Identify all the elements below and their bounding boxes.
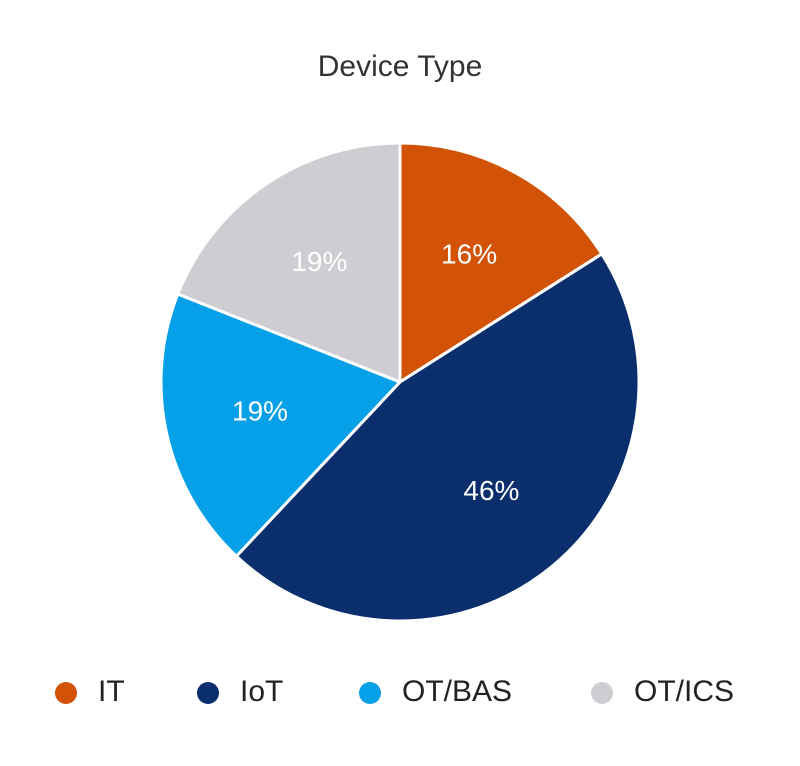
value-label: 16% (441, 239, 497, 270)
pie-slice (398, 141, 604, 384)
legend-label: OT/BAS (402, 675, 512, 708)
chart-title: Device Type (318, 50, 483, 83)
pie-slice (176, 141, 402, 384)
legend-marker (359, 682, 381, 704)
legend-label: OT/ICS (634, 675, 734, 708)
value-label: 46% (463, 475, 519, 506)
legend-marker (197, 682, 219, 704)
legend-label: IT (98, 675, 125, 708)
legend-marker (591, 682, 613, 704)
value-label: 19% (232, 396, 288, 427)
value-label: 19% (291, 246, 347, 277)
legend-marker (55, 682, 77, 704)
legend-label: IoT (240, 675, 283, 708)
pie-slice (234, 252, 641, 623)
